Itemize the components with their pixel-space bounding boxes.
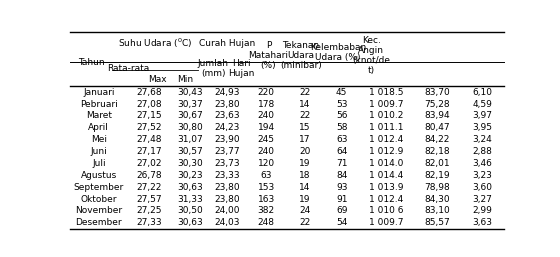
Text: Kelembaban
Udara (%): Kelembaban Udara (%) <box>310 43 366 62</box>
Text: Tahun: Tahun <box>78 58 104 67</box>
Text: Rata-rata: Rata-rata <box>107 64 149 73</box>
Text: Curah Hujan: Curah Hujan <box>199 39 255 48</box>
Text: P
Matahari
(%): P Matahari (%) <box>248 41 288 70</box>
Text: Suhu Udara ($^{0}$C): Suhu Udara ($^{0}$C) <box>118 37 193 50</box>
Text: Kec.
Angin
(knot/de
t): Kec. Angin (knot/de t) <box>352 36 390 75</box>
Text: Jumlah
(mm): Jumlah (mm) <box>198 59 228 78</box>
Text: Hari
Hujan: Hari Hujan <box>228 59 255 78</box>
Text: Max: Max <box>148 75 167 84</box>
Text: Min: Min <box>177 75 193 84</box>
Text: Tekanan
Udara
(minibar): Tekanan Udara (minibar) <box>280 41 322 70</box>
